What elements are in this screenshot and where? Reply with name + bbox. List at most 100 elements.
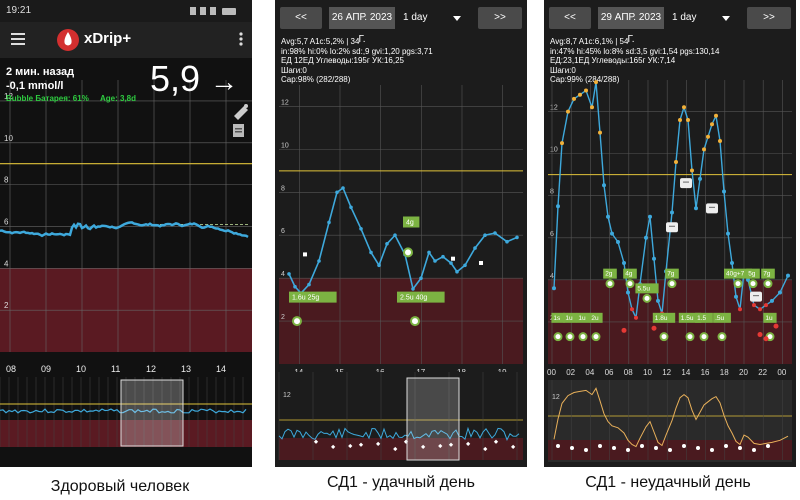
x-tick-label: 02	[566, 368, 575, 377]
preview-treatment-marker	[556, 444, 560, 448]
note-icon	[666, 222, 678, 233]
glucose-point	[307, 282, 311, 287]
date-picker[interactable]: 29 АПР. 2023 Г.	[598, 7, 664, 45]
stats-line: ЕД:23,1ЕД Углеводы:165г УК:7,14	[550, 56, 676, 65]
preview-treatment-marker	[766, 444, 770, 448]
y-tick-label: 10	[4, 134, 13, 143]
treatment-badge	[761, 268, 775, 279]
glucose-point	[730, 261, 734, 265]
x-tick-label: 12	[662, 368, 671, 377]
low-marker	[773, 323, 779, 329]
overflow-menu-icon[interactable]	[239, 32, 243, 46]
glucose-point	[770, 298, 774, 303]
treatment-label: 2.5u 40g	[400, 295, 427, 302]
preview-glucose-line	[0, 408, 247, 414]
glucose-point	[556, 204, 560, 209]
glucose-point	[606, 214, 610, 219]
phone-xdrip-main: 12 10 8 6 4 2 08 09 10 11 12 13 14 19:21 xDrip+ 2 ми…	[0, 0, 252, 467]
preview-glucose-line	[278, 426, 520, 441]
preview-graph[interactable]: 12	[278, 372, 523, 464]
treatment-badge	[678, 312, 702, 323]
status-icons	[190, 7, 236, 15]
glucose-point	[764, 303, 768, 308]
note-marker	[479, 260, 483, 265]
period-select[interactable]: 1 day	[672, 12, 697, 23]
glucose-line	[0, 221, 249, 238]
treatment-badge	[289, 291, 337, 303]
glucose-point	[714, 113, 718, 118]
glucose-point	[644, 235, 648, 240]
glucose-point	[616, 240, 620, 244]
glucose-point	[602, 183, 606, 188]
y-tick-label: 10	[281, 142, 289, 149]
history-graph-svg: 12108642000204060810121416182022002g4g5.…	[547, 80, 792, 462]
preview-graph[interactable]	[0, 377, 252, 467]
edit-pencil-icon[interactable]	[234, 104, 248, 120]
stats-line: ЕД 12ЕД Углеводы:195г УК:16,25	[281, 56, 404, 65]
glucose-point	[648, 214, 652, 219]
note-icon[interactable]	[233, 124, 244, 137]
glucose-point	[335, 190, 339, 195]
treatment-label: 1.5u	[681, 315, 694, 322]
glucose-point	[552, 286, 556, 291]
glucose-point	[560, 141, 564, 146]
glucose-point	[670, 210, 674, 215]
glucose-point	[441, 254, 445, 259]
preview-treatment-marker	[598, 444, 602, 448]
period-dropdown-icon[interactable]	[453, 16, 461, 21]
treatment-label: 2u	[591, 315, 599, 322]
treatment-marker	[642, 293, 652, 303]
stats-line: in:98% hi:0% lo:2% sd:,9 gvi:1,20 pgs:3,…	[281, 46, 433, 56]
glucose-point	[682, 105, 686, 110]
glucose-point	[369, 250, 373, 255]
glucose-point	[652, 256, 656, 261]
glucose-point	[515, 235, 519, 240]
treatment-marker	[659, 332, 669, 342]
period-select[interactable]: 1 day	[403, 12, 428, 23]
preview-selection-window	[120, 379, 184, 447]
treatment-label: 1u	[578, 315, 586, 322]
treatment-badge	[603, 268, 617, 279]
stats-line: Шаги:0	[281, 65, 307, 75]
preview-treatment-marker	[710, 448, 714, 452]
glucose-point	[483, 233, 487, 237]
preview-graph[interactable]: 12	[548, 380, 792, 462]
treatment-badge	[397, 291, 445, 303]
glucose-point	[610, 231, 614, 236]
y-tick-label: 12	[281, 99, 289, 106]
preview-treatment-marker	[612, 446, 616, 450]
treatment-badge	[623, 268, 637, 279]
stats-line: Avg:5,7 A1c:5,2% | 34	[281, 37, 360, 46]
x-tick-label: 09	[41, 364, 51, 374]
treatment-badge	[665, 268, 679, 279]
hamburger-menu-icon[interactable]	[11, 33, 25, 45]
sensor-battery: Bubble Батарея: 61%	[6, 94, 89, 103]
treatment-label: 1s	[553, 315, 561, 322]
treatment-marker	[292, 316, 302, 327]
glucose-point	[598, 130, 602, 135]
treatment-label: .5u	[715, 315, 724, 322]
next-day-button[interactable]: >>	[747, 7, 791, 29]
prev-day-button[interactable]: <<	[280, 7, 322, 29]
treatment-label: 7g	[667, 271, 675, 278]
y-tick-label: 8	[4, 176, 9, 185]
glucose-point	[702, 147, 706, 152]
glucose-point	[690, 168, 694, 173]
trend-arrow-icon: →	[210, 66, 238, 97]
y-tick-label: 4	[281, 271, 285, 278]
minutes-ago: 2 мин. назад	[6, 66, 75, 78]
next-day-button[interactable]: >>	[478, 7, 522, 29]
date-picker[interactable]: 26 АПР. 2023 Г.	[329, 7, 395, 45]
preview-treatment-marker	[752, 448, 756, 452]
prev-day-button[interactable]: <<	[549, 7, 591, 29]
treatment-marker	[667, 279, 677, 289]
period-dropdown-icon[interactable]	[722, 16, 730, 21]
glucose-point	[694, 206, 698, 211]
treatment-badge	[746, 268, 760, 279]
glucose-point	[359, 227, 363, 231]
x-tick-label: 22	[758, 368, 767, 377]
app-title: xDrip+	[84, 30, 132, 47]
glucose-point	[493, 231, 497, 235]
low-marker	[621, 327, 627, 333]
